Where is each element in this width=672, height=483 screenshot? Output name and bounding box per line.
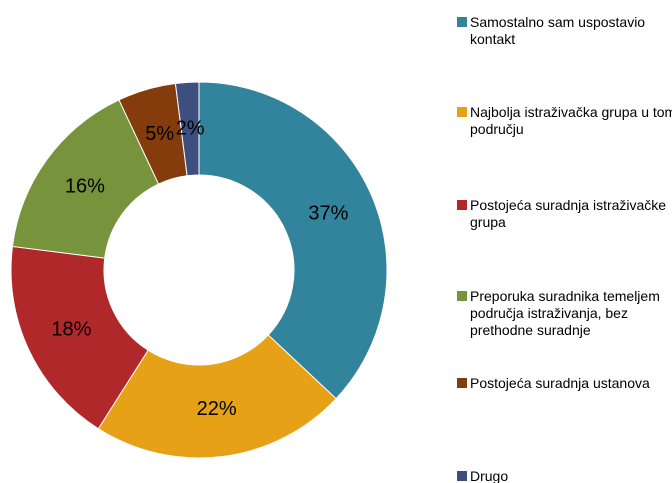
- legend-label: Najbolja istraživačka grupa u tom područ…: [470, 104, 672, 137]
- legend-item: Preporuka suradnika temeljem područja is…: [457, 288, 672, 339]
- donut-slice: [174, 81, 200, 177]
- legend-item: Najbolja istraživačka grupa u tom područ…: [457, 104, 672, 138]
- legend-swatch: [457, 291, 467, 301]
- legend-label: Drugo: [470, 468, 509, 483]
- legend-swatch: [457, 17, 467, 27]
- legend-swatch: [457, 378, 467, 388]
- donut-slice: [11, 99, 160, 259]
- donut-slice: [97, 334, 337, 459]
- data-label: 22%: [197, 398, 237, 420]
- data-label: 37%: [308, 202, 348, 224]
- data-label: 16%: [65, 175, 105, 197]
- legend-label: Postojeća suradnja istraživačke grupa: [470, 197, 667, 230]
- legend-label: Samostalno sam uspostavio kontakt: [470, 14, 646, 47]
- legend-item: Samostalno sam uspostavio kontakt: [457, 14, 672, 48]
- data-label: 2%: [176, 118, 205, 140]
- legend-item: Postojeća suradnja ustanova: [457, 375, 672, 392]
- data-label: 5%: [145, 123, 174, 145]
- legend-swatch: [457, 107, 467, 117]
- donut-slice: [10, 245, 149, 430]
- legend-swatch: [457, 471, 467, 481]
- donut-slice: [198, 81, 388, 400]
- legend-label: Postojeća suradnja ustanova: [470, 375, 650, 391]
- legend-item: Drugo: [457, 468, 672, 483]
- legend-swatch: [457, 200, 467, 210]
- legend-label: Preporuka suradnika temeljem područja is…: [470, 288, 660, 338]
- data-label: 18%: [51, 318, 91, 340]
- legend-item: Postojeća suradnja istraživačke grupa: [457, 197, 672, 231]
